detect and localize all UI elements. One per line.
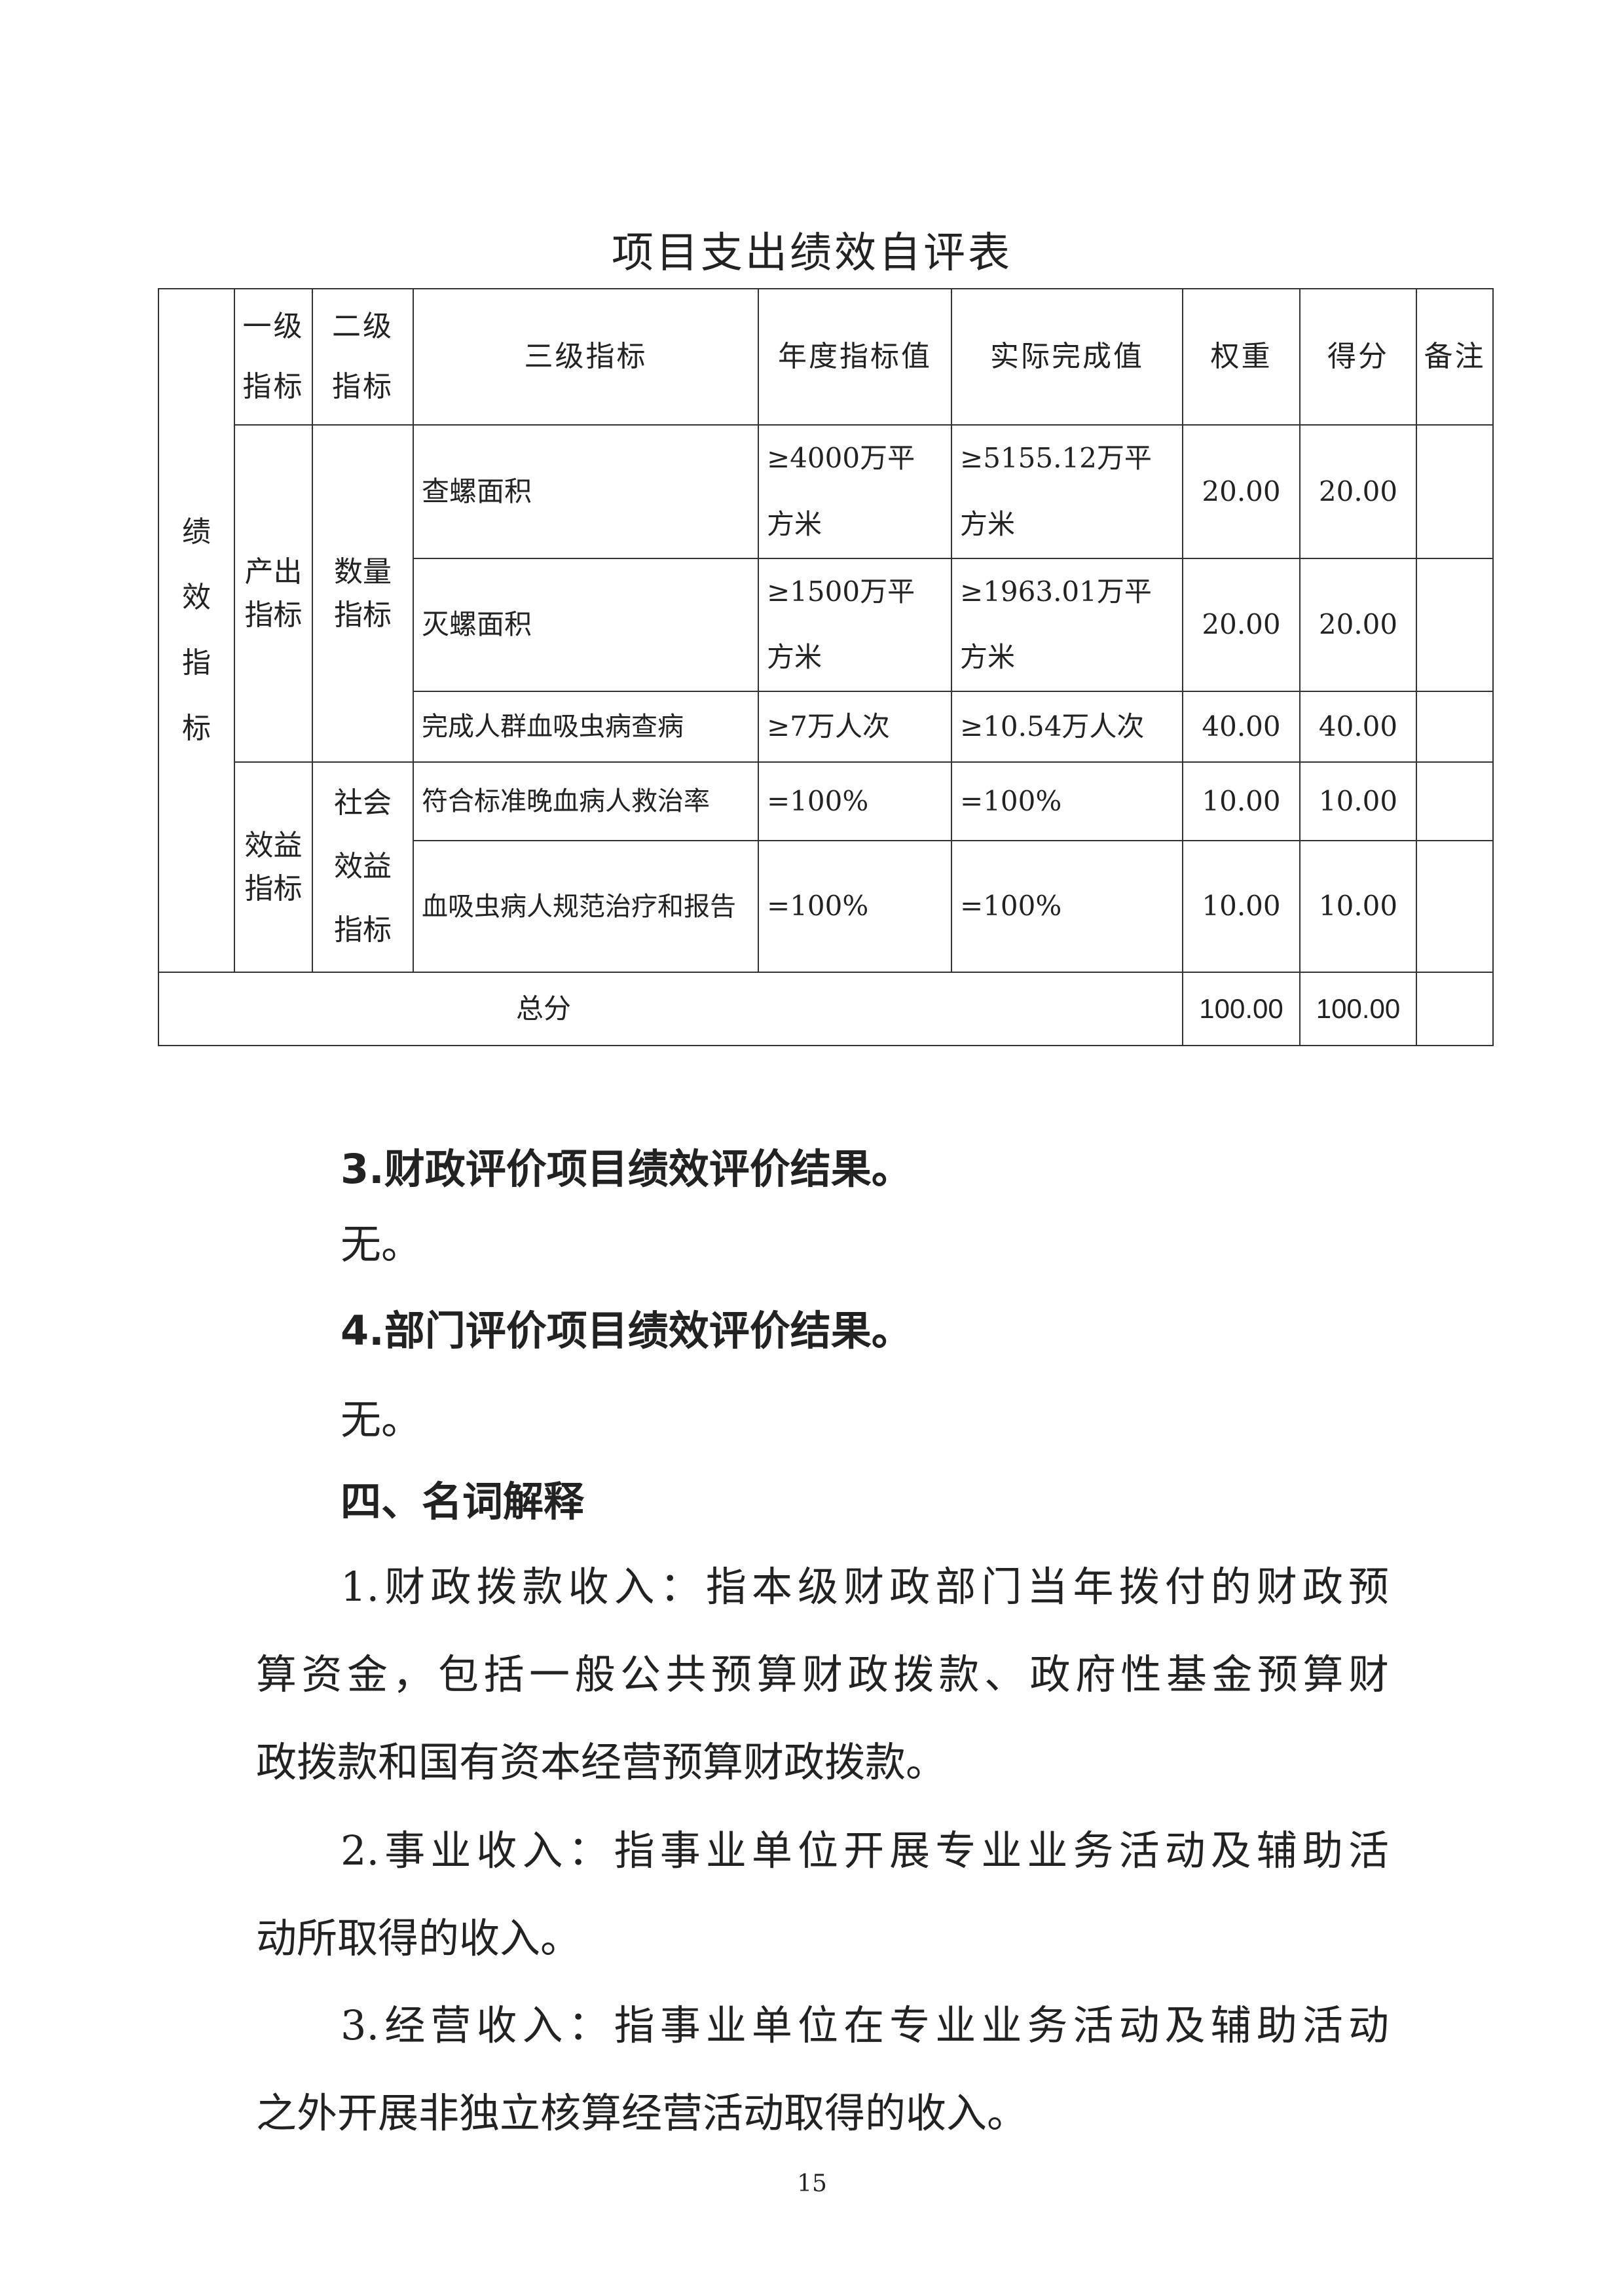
weight-cell: 20.00 — [1182, 557, 1301, 693]
total-row: 总分 100.00 100.00 — [158, 972, 1494, 1047]
target-value: ≥7万人次 — [758, 691, 952, 763]
performance-table: 绩效指标 一级 指标 二级 指标 三级指标 年度指标值 实际完成值 权重 得分 备注… — [158, 287, 1494, 1047]
table-row: 完成人群血吸虫病查病 ≥7万人次 ≥10.54万人次 40.00 40.00 — [158, 691, 1494, 763]
header-level2-b: 指标 — [332, 370, 394, 403]
target-value: ≥4000万平 — [767, 442, 915, 474]
definition-line: 2.事业收入：指事业单位开展专业业务活动及辅助活 — [341, 1827, 1389, 1874]
section-4-body: 无。 — [341, 1396, 422, 1444]
definition-line: 政拨款和国有资本经营预算财政拨款。 — [256, 1738, 947, 1786]
header-level1-b: 指标 — [242, 370, 304, 403]
note-cell — [1416, 691, 1494, 763]
weight-cell: 40.00 — [1182, 691, 1301, 763]
definition-1: 1.财政拨款收入：指本级财政部门当年拨付的财政预 算资金，包括一般公共预算财政拨… — [256, 1543, 1389, 1806]
actual-unit: 方米 — [960, 641, 1016, 674]
indicator-cell: 血吸虫病人规范治疗和报告 — [413, 840, 759, 974]
level2-social: 社会效益指标 — [334, 786, 392, 947]
score-cell: 10.00 — [1299, 761, 1417, 842]
target-value: =100% — [758, 761, 952, 842]
actual-value: =100% — [951, 761, 1183, 842]
header-weight: 权重 — [1182, 288, 1301, 426]
header-actual: 实际完成值 — [951, 288, 1183, 426]
indicator-cell: 灭螺面积 — [413, 557, 759, 693]
header-score: 得分 — [1299, 288, 1417, 426]
table-row: 血吸虫病人规范治疗和报告 =100% =100% 10.00 10.00 — [158, 840, 1494, 974]
group-label: 绩效指标 — [182, 515, 211, 746]
target-value: =100% — [758, 840, 952, 974]
indicator-cell: 查螺面积 — [413, 424, 759, 559]
section-3-body: 无。 — [341, 1220, 422, 1268]
table-row: 效益指标 社会效益指标 符合标准晚血病人救治率 =100% =100% 10.0… — [158, 761, 1494, 974]
actual-value: ≥1963.01万平 — [960, 575, 1152, 608]
score-cell: 10.00 — [1299, 840, 1417, 974]
actual-value: ≥10.54万人次 — [951, 691, 1183, 763]
level1-output: 产出指标 — [244, 555, 303, 632]
total-label: 总分 — [158, 972, 1183, 1047]
header-level1-a: 一级 — [242, 309, 304, 343]
header-note: 备注 — [1416, 288, 1494, 426]
target-unit: 方米 — [767, 641, 822, 674]
definition-line: 1.财政拨款收入：指本级财政部门当年拨付的财政预 — [341, 1563, 1389, 1611]
weight-cell: 10.00 — [1182, 840, 1301, 974]
table-row: 灭螺面积 ≥1500万平 方米 ≥1963.01万平 方米 20.00 20.00 — [158, 557, 1494, 693]
definition-line: 3.经营收入：指事业单位在专业业务活动及辅助活动 — [341, 2001, 1389, 2049]
score-cell: 20.00 — [1299, 557, 1417, 693]
total-weight: 100.00 — [1182, 972, 1301, 1047]
total-note — [1416, 972, 1494, 1047]
header-row: 绩效指标 一级 指标 二级 指标 三级指标 年度指标值 实际完成值 权重 得分 备注 — [158, 287, 1494, 974]
indicator-cell: 完成人群血吸虫病查病 — [413, 691, 759, 763]
header-target: 年度指标值 — [758, 288, 952, 426]
group-label-cell: 绩效指标 — [158, 287, 235, 974]
weight-cell: 20.00 — [1182, 424, 1301, 559]
note-cell — [1416, 557, 1494, 693]
definition-line: 算资金，包括一般公共预算财政拨款、政府性基金预算财 — [256, 1650, 1389, 1698]
indicator-cell: 符合标准晚血病人救治率 — [413, 761, 759, 842]
definition-line: 动所取得的收入。 — [256, 1914, 581, 1962]
total-score: 100.00 — [1299, 972, 1417, 1047]
actual-unit: 方米 — [960, 507, 1016, 540]
page-number: 15 — [797, 2170, 827, 2197]
note-cell — [1416, 424, 1494, 559]
score-cell: 20.00 — [1299, 424, 1417, 559]
header-level2-a: 二级 — [332, 309, 394, 343]
table-title: 项目支出绩效自评表 — [612, 229, 1012, 278]
level2-quantity: 数量指标 — [334, 555, 392, 632]
section-3-heading: 3.财政评价项目绩效评价结果。 — [341, 1145, 912, 1193]
section-iv-heading: 四、名词解释 — [341, 1478, 585, 1525]
level1-benefit: 效益指标 — [244, 828, 303, 905]
definition-3: 3.经营收入：指事业单位在专业业务活动及辅助活动 之外开展非独立核算经营活动取得… — [256, 1982, 1389, 2157]
target-unit: 方米 — [767, 507, 822, 540]
actual-value: =100% — [951, 840, 1183, 974]
definition-2: 2.事业收入：指事业单位开展专业业务活动及辅助活 动所取得的收入。 — [256, 1807, 1389, 1982]
note-cell — [1416, 840, 1494, 974]
note-cell — [1416, 761, 1494, 842]
section-4-heading: 4.部门评价项目绩效评价结果。 — [341, 1307, 912, 1355]
weight-cell: 10.00 — [1182, 761, 1301, 842]
header-level3: 三级指标 — [413, 288, 759, 426]
actual-value: ≥5155.12万平 — [960, 442, 1152, 474]
target-value: ≥1500万平 — [767, 575, 915, 608]
definition-line: 之外开展非独立核算经营活动取得的收入。 — [256, 2089, 1028, 2137]
table-row: 产出指标 数量指标 查螺面积 ≥4000万平 方米 ≥5155.12万平 方米 20… — [158, 424, 1494, 763]
score-cell: 40.00 — [1299, 691, 1417, 763]
